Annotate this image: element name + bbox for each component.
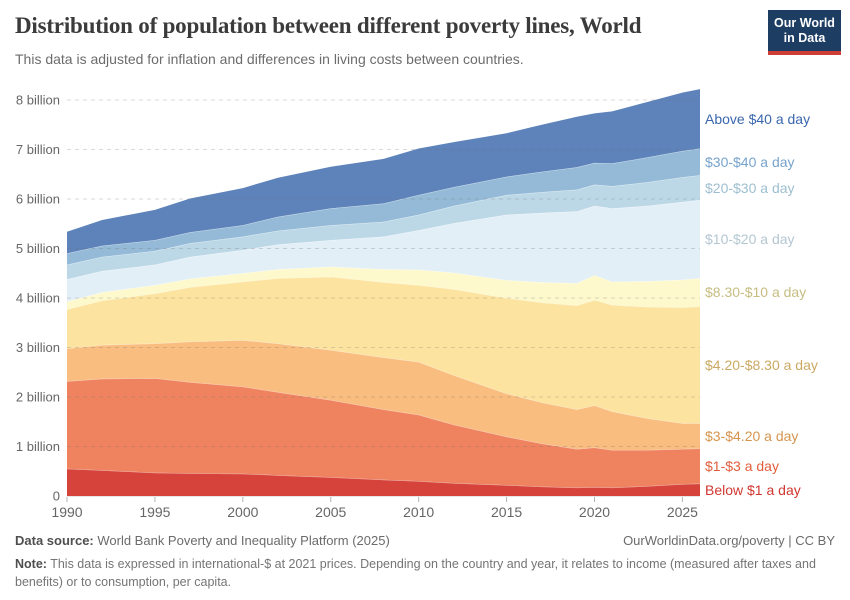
x-tick-label: 2015 [491,504,522,520]
area-band-below-1[interactable] [67,468,700,496]
legend-label-30-40[interactable]: $30-$40 a day [705,153,795,170]
y-tick-label: 2 billion [16,390,60,405]
y-tick-label: 8 billion [16,93,60,108]
poverty-stacked-area-chart[interactable]: 0 1 billion 2 billion 3 billion 4 billion 5 b… [0,80,850,535]
area-band-30-40[interactable] [67,148,700,265]
owid-logo-line2: in Data [783,30,826,45]
data-source-label: Data source: [15,533,94,548]
band-edge-20-30 [66,174,701,266]
citation-link-text[interactable]: OurWorldinData.org/poverty | CC BY [623,533,835,548]
x-tick-label: 1995 [139,504,170,520]
area-band-20-30[interactable] [67,175,700,280]
area-band-3-420[interactable] [67,340,700,450]
y-tick-label: 0 [53,489,60,504]
footnote-value: This data is expressed in international-… [15,557,816,590]
data-source: Data source: World Bank Poverty and Ineq… [15,533,390,548]
legend-label-1-3[interactable]: $1-$3 a day [705,458,779,475]
chart-footer: Data source: World Bank Poverty and Ineq… [15,533,835,591]
legend-label-420-830[interactable]: $4.20-$8.30 a day [705,356,818,373]
owid-logo-line1: Our World [774,16,835,30]
x-tick-label: 2020 [579,504,610,520]
legend-label-20-30[interactable]: $20-$30 a day [705,179,795,196]
owid-logo: Our World in Data [768,10,841,55]
data-source-value: World Bank Poverty and Inequality Platfo… [93,533,390,548]
y-tick-label: 4 billion [16,291,60,306]
x-tick-label: 2005 [315,504,346,520]
legend-label-10-20[interactable]: $10-$20 a day [705,231,795,248]
legend-label-below-1[interactable]: Below $1 a day [705,481,801,498]
chart-area[interactable]: 0 1 billion 2 billion 3 billion 4 billion 5 b… [0,80,850,535]
chart-legend: Below $1 a day $1-$3 a day $3-$4.20 a day $… [705,80,850,535]
y-tick-label: 5 billion [16,241,60,256]
legend-label-830-10[interactable]: $8.30-$10 a day [705,284,807,301]
x-tick-label: 2010 [403,504,434,520]
page-subtitle: This data is adjusted for inflation and … [15,51,524,67]
page-title: Distribution of population between diffe… [15,13,642,38]
legend-label-3-420[interactable]: $3-$4.20 a day [705,427,799,444]
y-tick-label: 1 billion [16,439,60,454]
area-band-1-3[interactable] [67,378,700,488]
y-tick-label: 7 billion [16,142,60,157]
y-tick-label: 6 billion [16,192,60,207]
footnote-label: Note: [15,557,47,571]
area-band-420-830[interactable] [67,276,700,424]
x-tick-label: 2000 [227,504,258,520]
area-band-830-10[interactable] [67,266,700,310]
area-band-above-40[interactable] [67,89,700,254]
citation-link[interactable]: OurWorldinData.org/poverty | CC BY [623,533,835,548]
owid-logo-underline [768,50,841,55]
legend-label-above-40[interactable]: Above $40 a day [705,110,811,127]
area-band-10-20[interactable] [67,200,700,302]
owid-logo-text: Our World in Data [768,10,841,51]
x-tick-label: 1990 [51,504,82,520]
footnote: Note: This data is expressed in internat… [15,555,835,591]
x-tick-label: 2025 [667,504,698,520]
y-tick-label: 3 billion [16,340,60,355]
